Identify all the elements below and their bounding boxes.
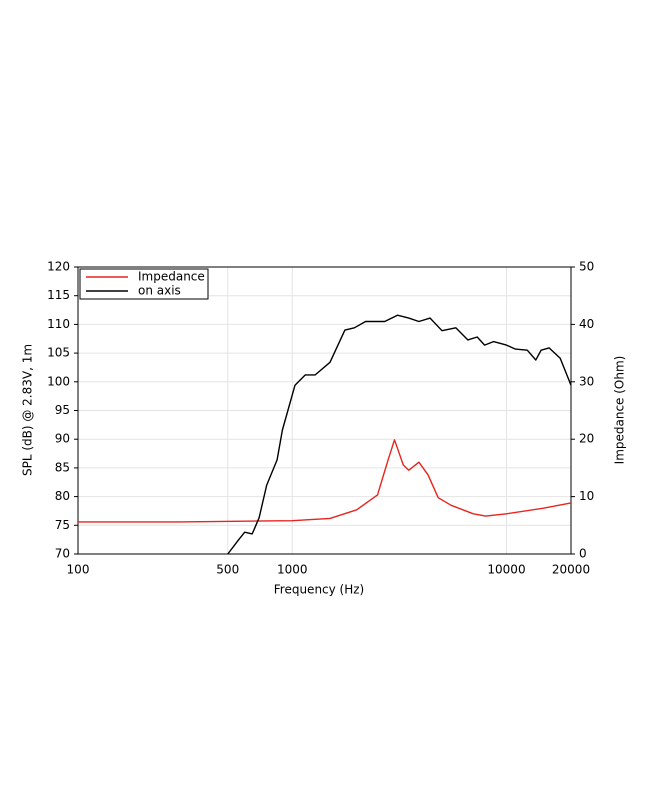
y2-tick-label: 50 [579,260,594,274]
y-tick-label: 95 [55,403,70,417]
x-axis-label: Frequency (Hz) [274,583,365,597]
legend-label: Impedance [138,270,205,284]
y2-tick-label: 30 [579,374,594,388]
y2-axis-label: Impedance (Ohm) [613,356,627,465]
y2-tick-label: 40 [579,317,594,331]
y-tick-label: 100 [47,374,70,388]
y-tick-label: 80 [55,489,70,503]
series-line [78,439,572,523]
y-tick-label: 70 [55,547,70,561]
y-tick-label: 120 [47,260,70,274]
x-tick-label: 10000 [487,563,525,577]
y2-tick-label: 0 [579,547,587,561]
x-tick-label: 20000 [552,563,590,577]
x-tick-label: 1000 [277,563,308,577]
y-tick-label: 105 [47,346,70,360]
y-axis-label: SPL (dB) @ 2.83V, 1m [21,344,35,476]
y-tick-label: 90 [55,432,70,446]
x-tick-label: 500 [216,563,239,577]
legend-label: on axis [138,284,181,298]
series-line [227,314,572,555]
legend-box [79,268,209,300]
y2-tick-label: 10 [579,489,594,503]
y2-tick-label: 20 [579,432,594,446]
plot-frame [77,266,572,555]
x-tick-label: 100 [67,563,90,577]
y-tick-label: 85 [55,460,70,474]
y-tick-label: 75 [55,518,70,532]
y-tick-label: 110 [47,317,70,331]
y-tick-label: 115 [47,288,70,302]
